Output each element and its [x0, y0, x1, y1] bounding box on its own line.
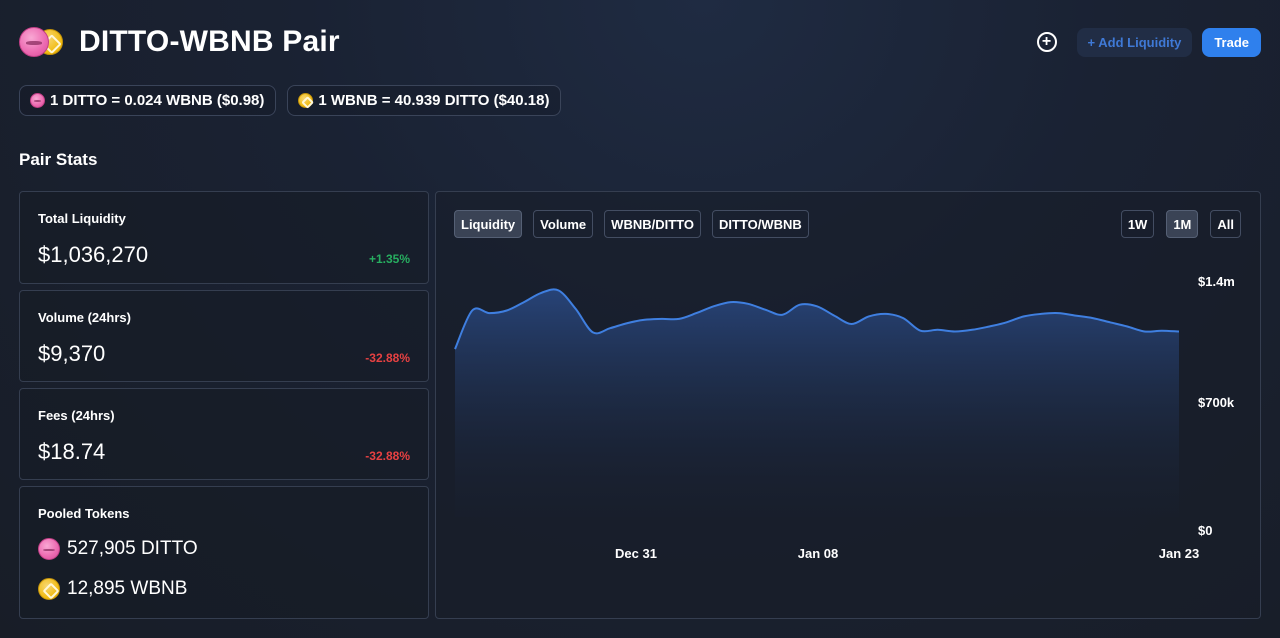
rate-chips: 1 DITTO = 0.024 WBNB ($0.98) 1 WBNB = 40…	[19, 85, 562, 116]
section-title: Pair Stats	[19, 150, 98, 169]
add-liquidity-button[interactable]: + Add Liquidity	[1076, 27, 1193, 57]
stat-label: Total Liquidity	[38, 211, 126, 226]
chart-type-tabs: Liquidity Volume WBNB/DITTO DITTO/WBNB	[454, 210, 809, 238]
tab-wbnb-ditto[interactable]: WBNB/DITTO	[604, 210, 701, 238]
stat-value: $18.74	[38, 439, 106, 464]
tab-volume[interactable]: Volume	[533, 210, 594, 238]
stat-label: Fees (24hrs)	[38, 408, 115, 423]
wbnb-token-icon	[298, 93, 314, 108]
page-title: DITTO-WBNB Pair	[79, 25, 340, 58]
x-tick-dec-31: Dec 31	[615, 546, 657, 561]
stat-change: -32.88%	[365, 351, 410, 365]
stat-change: -32.88%	[365, 449, 410, 463]
trade-button[interactable]: Trade	[1202, 27, 1261, 57]
ditto-rate-chip: 1 DITTO = 0.024 WBNB ($0.98)	[19, 85, 277, 116]
liquidity-chart: $1.4m $700k $0 Dec 31 Jan 08 Jan 23	[454, 274, 1235, 561]
pooled-tokens-card: Pooled Tokens 527,905 DITTO 12,895 WBNB	[19, 486, 429, 619]
fees-card: Fees (24hrs) $18.74 -32.88%	[19, 388, 429, 480]
pooled-ditto-amount: 527,905 DITTO	[67, 538, 198, 559]
tab-liquidity[interactable]: Liquidity	[454, 210, 523, 238]
liquidity-line	[454, 288, 1180, 350]
wbnb-rate-chip: 1 WBNB = 40.939 DITTO ($40.18)	[287, 85, 562, 116]
range-all[interactable]: All	[1210, 210, 1241, 238]
pair-logo	[19, 24, 65, 60]
ditto-token-icon	[19, 27, 49, 57]
range-1m[interactable]: 1M	[1166, 210, 1199, 238]
tab-ditto-wbnb[interactable]: DITTO/WBNB	[711, 210, 809, 238]
y-tick-mid: $700k	[1198, 395, 1235, 410]
volume-card: Volume (24hrs) $9,370 -32.88%	[19, 290, 429, 382]
liquidity-area	[455, 289, 1179, 517]
ditto-token-icon	[38, 538, 60, 560]
page-header: DITTO-WBNB Pair + + Add Liquidity Trade	[19, 22, 1261, 62]
wbnb-token-icon	[38, 578, 60, 600]
wbnb-rate-text: 1 WBNB = 40.939 DITTO ($40.18)	[318, 92, 550, 109]
ditto-token-icon	[30, 93, 45, 108]
pooled-wbnb-row: 12,895 WBNB	[38, 578, 187, 600]
header-actions: + + Add Liquidity Trade	[1036, 27, 1261, 57]
stat-value: $1,036,270	[38, 242, 149, 267]
chart-card: Liquidity Volume WBNB/DITTO DITTO/WBNB 1…	[435, 191, 1261, 619]
x-tick-jan-08: Jan 08	[798, 546, 838, 561]
plus-circle-icon[interactable]: +	[1036, 32, 1057, 52]
stat-value: $9,370	[38, 341, 106, 366]
range-1w[interactable]: 1W	[1120, 210, 1155, 238]
y-tick-bottom: $0	[1198, 523, 1212, 538]
pooled-ditto-row: 527,905 DITTO	[38, 538, 198, 560]
pooled-wbnb-amount: 12,895 WBNB	[67, 578, 188, 599]
x-tick-jan-23: Jan 23	[1159, 546, 1199, 561]
stat-change: +1.35%	[368, 252, 410, 266]
stat-label: Volume (24hrs)	[38, 310, 131, 325]
y-tick-top: $1.4m	[1198, 274, 1235, 289]
ditto-rate-text: 1 DITTO = 0.024 WBNB ($0.98)	[50, 92, 265, 109]
stat-label: Pooled Tokens	[38, 506, 130, 521]
range-tabs: 1W 1M All	[1120, 210, 1241, 238]
total-liquidity-card: Total Liquidity $1,036,270 +1.35%	[19, 191, 429, 284]
